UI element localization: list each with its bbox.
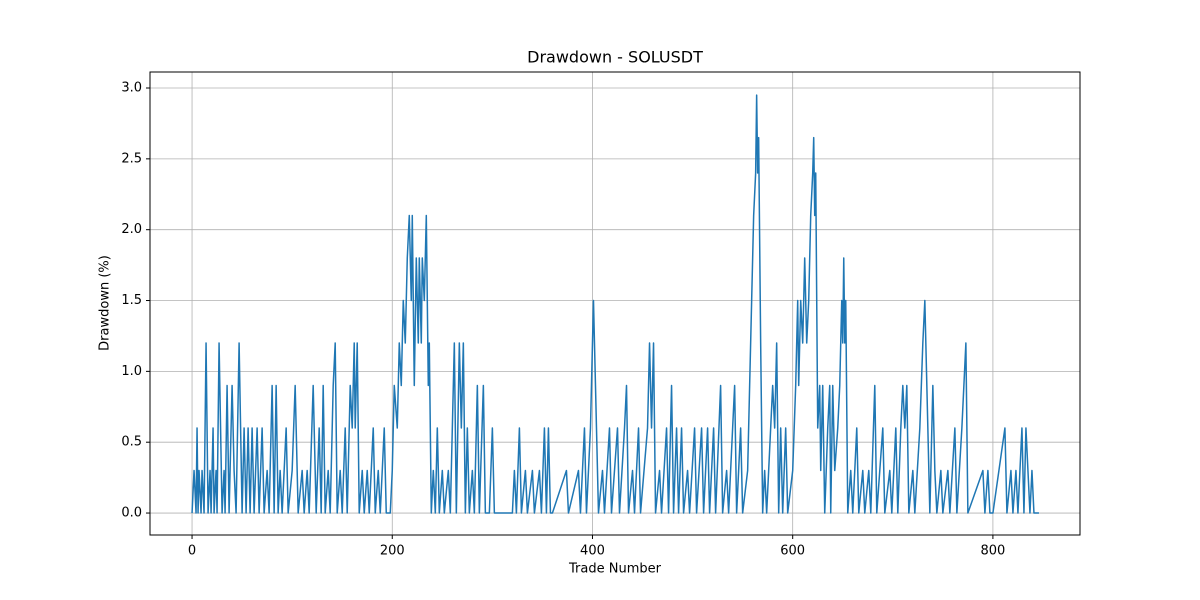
y-axis-label: Drawdown (%) <box>98 255 113 351</box>
x-tick-label: 0 <box>188 544 196 559</box>
grid <box>150 72 1080 535</box>
y-tick-label: 1.0 <box>121 364 142 379</box>
x-tick-label: 200 <box>380 544 405 559</box>
x-tick-label: 800 <box>980 544 1005 559</box>
y-tick-label: 3.0 <box>121 81 142 96</box>
x-tick-label: 600 <box>780 544 805 559</box>
data-line <box>191 94 1039 514</box>
y-tick-label: 0.0 <box>121 506 142 521</box>
y-tick-label: 1.5 <box>121 293 142 308</box>
plot <box>191 94 1039 514</box>
axes-frame <box>149 71 1081 536</box>
y-tick-label: 2.0 <box>121 222 142 237</box>
chart-title: Drawdown - SOLUSDT <box>527 48 703 67</box>
y-tick-label: 0.5 <box>121 435 142 450</box>
x-axis-label: Trade Number <box>568 562 662 577</box>
y-tick-label: 2.5 <box>121 151 142 166</box>
x-tick-label: 400 <box>580 544 605 559</box>
